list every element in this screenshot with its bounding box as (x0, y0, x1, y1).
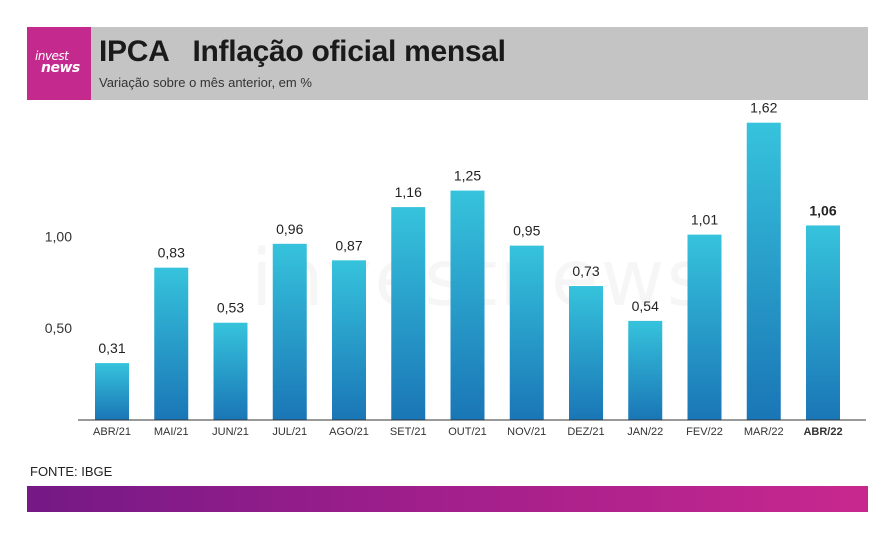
x-tick-label: AGO/21 (329, 426, 369, 438)
y-tick-label: 0,50 (45, 320, 72, 336)
bar-set-21 (391, 207, 426, 420)
logo-text-invest: invest (35, 49, 69, 63)
bar-value-label: 0,73 (572, 263, 599, 279)
bar-out-21 (450, 190, 485, 420)
bar-nov-21 (509, 245, 544, 420)
bar-value-label: 0,87 (335, 237, 362, 253)
x-tick-label: ABR/22 (803, 426, 842, 438)
bar-value-label: 1,25 (454, 168, 481, 184)
bar-dez-21 (569, 286, 603, 420)
x-tick-label: JAN/22 (627, 426, 663, 438)
x-tick-label: FEV/22 (686, 426, 723, 438)
x-tick-label: JUL/21 (272, 426, 307, 438)
bar-ago-21 (332, 260, 366, 420)
x-tick-label: JUN/21 (212, 426, 249, 438)
logo-text-news: news (41, 60, 80, 76)
bar-value-label: 0,54 (632, 298, 659, 314)
bar-value-label: 1,06 (809, 202, 836, 218)
bar-fev-22 (687, 234, 722, 420)
header: invest news IPCA Inflação oficial mensal… (27, 27, 868, 100)
bar-jul-21 (272, 243, 307, 420)
x-tick-label: MAI/21 (154, 426, 189, 438)
footer-gradient-bar (27, 486, 868, 512)
bar-value-label: 0,96 (276, 221, 303, 237)
bar-value-label: 0,53 (217, 300, 244, 316)
bar-jun-21 (213, 322, 248, 420)
bar-value-label: 0,95 (513, 223, 540, 239)
x-tick-label: ABR/21 (93, 426, 131, 438)
bar-value-label: 1,62 (750, 100, 777, 116)
x-tick-label: NOV/21 (507, 426, 546, 438)
y-tick-label: 1,00 (45, 228, 72, 244)
bar-value-label: 1,16 (395, 184, 422, 200)
x-tick-label: SET/21 (390, 426, 427, 438)
bar-abr-22 (806, 225, 840, 420)
bar-jan-22 (628, 320, 663, 420)
bar-mai-21 (154, 267, 189, 420)
page-title: IPCA Inflação oficial mensal (99, 35, 506, 68)
bar-abr-21 (95, 363, 129, 420)
x-tick-label: DEZ/21 (567, 426, 604, 438)
bar-value-label: 1,01 (691, 212, 718, 228)
source-note: FONTE: IBGE (30, 464, 113, 479)
bar-value-label: 0,31 (98, 340, 125, 356)
bar-value-label: 0,83 (158, 245, 185, 261)
bar-mar-22 (746, 122, 781, 421)
x-tick-label: OUT/21 (448, 426, 487, 438)
page-subtitle: Variação sobre o mês anterior, em % (99, 75, 312, 90)
x-tick-label: MAR/22 (744, 426, 784, 438)
investnews-logo: invest news (27, 27, 91, 100)
